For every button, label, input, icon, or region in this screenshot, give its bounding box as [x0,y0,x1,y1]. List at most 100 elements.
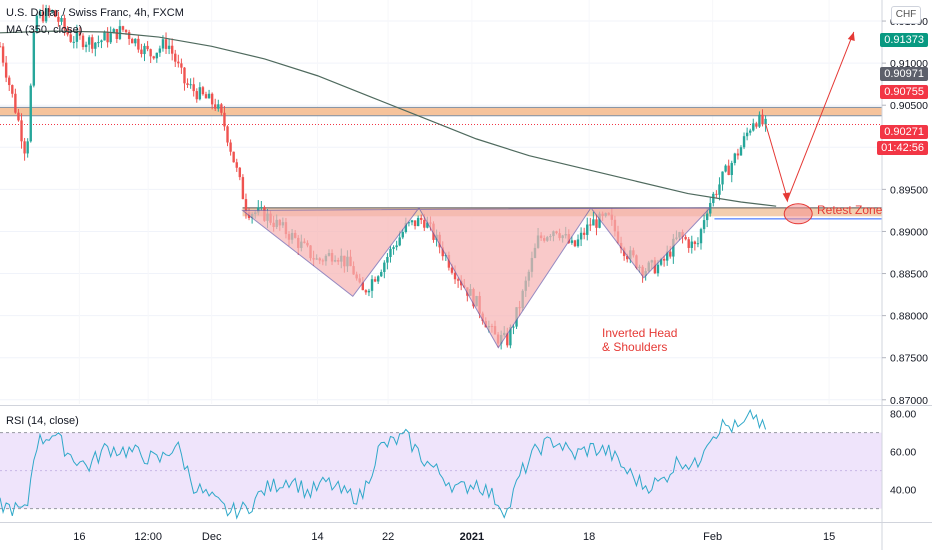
candle-body [192,84,195,92]
candle-body [235,162,238,168]
zones [0,106,883,220]
candle-body [656,264,660,274]
candle-body [75,31,79,42]
candle-body [687,239,690,248]
price-tag-last: 0.90271 [880,125,928,139]
candle-body [152,56,155,59]
candle-body [364,290,368,293]
currency-button[interactable]: CHF [891,6,921,24]
candle-body [376,276,380,282]
ma-line-group [0,30,777,207]
candle-body [718,184,721,195]
candle-body [183,67,186,84]
candle-body [195,91,198,100]
pattern-label-line1: Inverted Head [602,326,677,340]
candle-body [573,240,577,247]
candle-body [672,238,675,257]
candle-body [420,217,423,220]
candle-body [20,120,23,142]
candle-body [29,85,32,142]
time-tick-label: Feb [703,531,722,543]
candle-body [579,232,583,240]
candle-body [51,10,54,12]
candle-body [0,46,2,48]
symbol-title[interactable]: U.S. Dollar / Swiss Franc, 4h, FXCM [6,7,184,19]
candle-body [167,45,171,49]
price-tick-label: 0.89000 [890,226,928,238]
candle-body [758,114,761,127]
candle-body [721,171,724,185]
candle-body [589,224,592,226]
candle-body [512,326,515,328]
candle-body [118,26,122,39]
candle-body [260,207,263,209]
candle-body [155,52,159,59]
candle-body [395,245,398,248]
price-tick-label: 0.87500 [890,353,928,365]
candle-body [509,327,512,346]
candle-body [134,38,137,44]
candle-body [103,32,106,41]
candle-body [662,258,666,261]
candle-body [177,61,180,64]
candle-body [745,132,749,137]
candle-body [26,141,29,154]
rsi-tick-label: 60.00 [890,447,916,459]
candle-body [94,42,97,49]
candle-body [401,231,404,238]
candle-body [189,84,192,86]
candle-body [367,290,371,293]
resistance-zone [0,107,882,116]
candle-body [586,224,589,235]
candle-body [63,17,66,30]
candle-body [32,32,36,86]
price-tick-label: 0.88500 [890,269,928,281]
candle-body [109,33,112,43]
candle-body [170,45,174,54]
candle-body [146,45,149,50]
candle-body [8,77,11,86]
candle-body [164,39,168,49]
candle-body [410,220,414,223]
candle-body [84,44,88,48]
candle-body [121,26,125,30]
time-tick-label: 2021 [460,531,484,543]
candle-body [659,258,663,265]
candle-body [730,162,733,176]
candle-body [106,32,109,43]
candle-body [361,282,365,291]
rsi-tick-label: 80.00 [890,409,916,421]
candle-body [81,35,85,48]
candle-body [404,222,408,232]
candle-body [582,232,586,235]
candle-body [576,239,580,247]
candle-body [398,237,401,246]
retest-ellipse [783,203,813,225]
candle-body [386,256,389,263]
candle-body [158,48,162,53]
candle-body [598,213,601,228]
candle-body [100,40,103,43]
time-tick-label: 18 [583,531,595,543]
candle-body [441,247,444,257]
candle-body [392,247,395,249]
candle-body [220,104,223,113]
candle-body [595,219,598,228]
candle-body [693,241,697,245]
candles [0,4,767,350]
candle-body [238,167,242,178]
candle-body [727,165,730,176]
candle-body [57,16,60,22]
price-tag-target: 0.91373 [880,33,928,47]
price-tag-high: 0.90755 [880,85,928,99]
candle-body [380,272,383,277]
ma-legend[interactable]: MA (350, close) [6,24,83,36]
candle-body [1,46,5,63]
candle-body [232,151,235,163]
candle-body [91,37,94,49]
candle-body [180,63,183,68]
candle-body [684,236,687,240]
rsi-legend[interactable]: RSI (14, close) [6,415,79,427]
candle-body [69,34,72,42]
